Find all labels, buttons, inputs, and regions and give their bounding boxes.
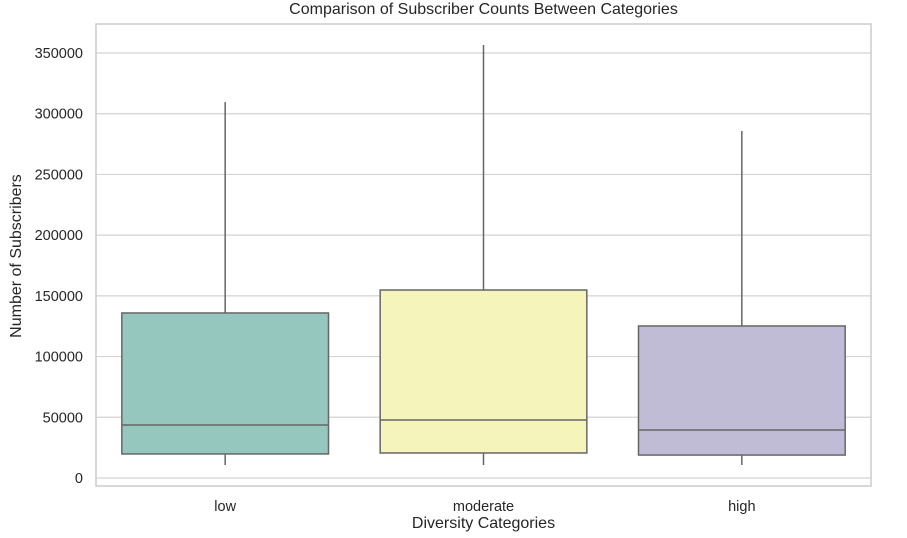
box-high	[637, 325, 846, 456]
plot-frame	[95, 23, 872, 487]
y-tick-label: 350000	[35, 46, 83, 62]
y-tick-label: 50000	[43, 410, 83, 426]
y-tick-label: 300000	[35, 107, 83, 123]
y-tick-label: 100000	[35, 350, 83, 366]
y-tick-label: 150000	[35, 289, 83, 305]
x-axis-label: Diversity Categories	[411, 515, 556, 532]
y-tick-label: 250000	[35, 167, 83, 183]
x-tick-label: high	[728, 499, 755, 515]
y-tick-label: 200000	[35, 228, 83, 244]
chart-title: Comparison of Subscriber Counts Between …	[289, 1, 678, 18]
y-tick-label: 0	[75, 471, 83, 487]
box-low	[121, 312, 330, 455]
box-moderate	[379, 289, 588, 454]
x-tick-label: moderate	[453, 499, 514, 515]
x-tick-label: low	[214, 499, 236, 515]
